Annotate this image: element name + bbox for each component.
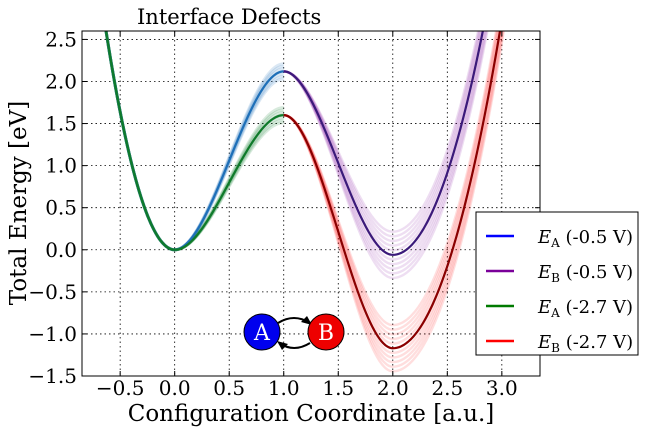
series-band xyxy=(283,31,488,275)
x-tick-label: 2.5 xyxy=(431,376,463,400)
arrow-a-to-b-head xyxy=(301,316,312,325)
legend-entry-label: EB (-0.5 V) xyxy=(537,262,633,285)
transition-diagram: A B xyxy=(243,313,345,351)
y-tick-label: 0.5 xyxy=(45,196,77,220)
series-band xyxy=(283,31,506,373)
y-tick-label: −0.5 xyxy=(28,280,77,304)
chart-title: Interface Defects xyxy=(137,5,321,29)
y-tick-label: 2.5 xyxy=(45,27,77,51)
legend-entry-label: EA (-0.5 V) xyxy=(537,227,633,250)
x-tick-label: 0.0 xyxy=(159,376,191,400)
x-axis-label: Configuration Coordinate [a.u.] xyxy=(128,401,495,427)
x-tick-label: 2.0 xyxy=(377,376,409,400)
series-band xyxy=(283,31,482,243)
series-lines xyxy=(104,31,502,350)
y-tick-label: −1.0 xyxy=(28,322,77,346)
series-band xyxy=(283,31,499,336)
grid xyxy=(82,31,540,377)
x-tick-label: 1.5 xyxy=(322,376,354,400)
state-b-circle xyxy=(307,313,345,351)
legend-entry-label: EA (-2.7 V) xyxy=(537,297,633,320)
state-b-label: B xyxy=(318,321,334,346)
legend-entry-label: EB (-2.7 V) xyxy=(537,332,633,355)
series-band xyxy=(283,31,486,266)
series-band xyxy=(283,31,487,270)
series-band xyxy=(283,31,481,238)
series-line xyxy=(283,31,502,350)
y-tick-label: −1.5 xyxy=(28,364,77,388)
x-tick-label: 0.5 xyxy=(213,376,245,400)
series-band xyxy=(283,31,483,247)
x-tick-label: 3.0 xyxy=(486,376,518,400)
series-line xyxy=(104,31,284,251)
y-axis-ticks: −1.5 −1.0 −0.5 0.0 0.5 1.0 1.5 2.0 2.5 xyxy=(28,27,540,388)
x-tick-label: −0.5 xyxy=(96,376,145,400)
y-tick-label: 1.0 xyxy=(45,154,77,178)
series-band xyxy=(283,31,499,331)
y-tick-label: 2.0 xyxy=(45,69,77,93)
series-band xyxy=(283,31,489,280)
x-axis-ticks: −0.5 0.0 0.5 1.0 1.5 2.0 2.5 3.0 xyxy=(96,31,518,400)
y-tick-label: 1.5 xyxy=(45,112,77,136)
series-line xyxy=(283,31,484,256)
y-tick-label: 0.0 xyxy=(45,238,77,262)
legend: EA (-0.5 V) EB (-0.5 V) EA (-2.7 V) EB (-2.… xyxy=(475,211,639,356)
y-axis-label: Total Energy [eV] xyxy=(6,101,32,305)
series-band xyxy=(283,31,505,368)
series-band xyxy=(283,31,498,327)
series-band xyxy=(283,31,504,364)
state-a-circle xyxy=(243,313,281,351)
state-a-label: A xyxy=(253,321,271,346)
arrow-b-to-a-head xyxy=(277,341,288,350)
series-band xyxy=(283,31,480,233)
plot-frame xyxy=(81,30,541,377)
x-tick-label: 1.0 xyxy=(268,376,300,400)
